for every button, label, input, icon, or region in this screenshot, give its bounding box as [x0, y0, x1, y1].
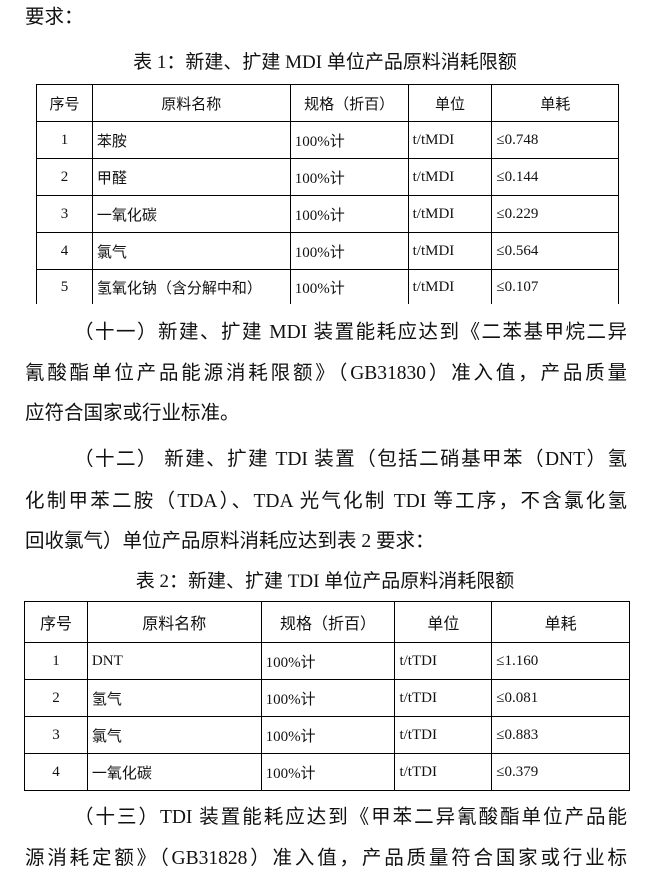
header-cell: 规格（折百） [289, 84, 409, 122]
material-cell: 一氧化碳 [86, 753, 262, 791]
table-row: 1 DNT 100%计 t/tTDI ≤1.160 [24, 642, 630, 680]
unit-cell: t/tMDI [407, 195, 493, 233]
material-cell: 甲醛 [91, 158, 291, 196]
material-cell: 氯气 [86, 716, 262, 754]
header-cell: 单耗 [491, 601, 630, 643]
consumption-cell: ≤0.081 [491, 679, 630, 717]
unit-cell: t/tMDI [407, 269, 493, 304]
consumption-cell: ≤0.883 [491, 716, 630, 754]
table1: 序号 原料名称 规格（折百） 单位 单耗 1 苯胺 100%计 t/tMDI ≤0.74… [36, 84, 619, 304]
index-cell: 1 [36, 121, 93, 159]
material-cell: 一氧化碳 [91, 195, 291, 233]
para12-line: 化制甲苯二胺（TDA）、TDA 光气化制 TDI 等工序，不含氯化氢 [25, 491, 627, 512]
material-cell: 苯胺 [91, 121, 291, 159]
header-cell: 序号 [36, 84, 93, 122]
index-cell: 3 [36, 195, 93, 233]
para13-line: （十三）TDI 装置能耗应达到《甲苯二异氰酸酯单位产品能 [74, 807, 627, 828]
para12-line: 回收氯气）单位产品原料消耗应达到表 2 要求： [25, 531, 435, 552]
material-cell: 氯气 [91, 232, 291, 270]
para11-line: 应符合国家或行业标准。 [25, 403, 240, 424]
spec-cell: 100%计 [289, 195, 409, 233]
spec-cell: 100%计 [260, 642, 396, 680]
table-row: 1 苯胺 100%计 t/tMDI ≤0.748 [36, 121, 619, 159]
para11-line: （十一）新建、扩建 MDI 装置能耗应达到《二苯基甲烷二异 [74, 322, 627, 343]
index-cell: 3 [24, 716, 88, 754]
unit-cell: t/tTDI [394, 679, 493, 717]
header-cell: 原料名称 [91, 84, 291, 122]
table1-header-row: 序号 原料名称 规格（折百） 单位 单耗 [36, 84, 619, 122]
table-row: 4 氯气 100%计 t/tMDI ≤0.564 [36, 232, 619, 270]
spec-cell: 100%计 [289, 269, 409, 304]
consumption-cell: ≤0.107 [491, 269, 619, 304]
index-cell: 4 [24, 753, 88, 791]
table-row: 4 一氧化碳 100%计 t/tTDI ≤0.379 [24, 753, 630, 791]
header-cell: 单位 [394, 601, 493, 643]
unit-cell: t/tMDI [407, 158, 493, 196]
material-cell: 氢氧化钠（含分解中和） [91, 269, 291, 304]
index-cell: 2 [24, 679, 88, 717]
header-cell: 规格（折百） [260, 601, 396, 643]
unit-cell: t/tMDI [407, 232, 493, 270]
table-row: 2 氢气 100%计 t/tTDI ≤0.081 [24, 679, 630, 717]
consumption-cell: ≤1.160 [491, 642, 630, 680]
index-cell: 1 [24, 642, 88, 680]
table2-caption: 表 2：新建、扩建 TDI 单位产品原料消耗限额 [135, 571, 515, 592]
table-row: 3 一氧化碳 100%计 t/tMDI ≤0.229 [36, 195, 619, 233]
unit-cell: t/tTDI [394, 642, 493, 680]
para12-line: （十二） 新建、扩建 TDI 装置（包括二硝基甲苯（DNT）氢 [74, 449, 627, 470]
para13-line: 源消耗定额》（GB31828）准入值，产品质量符合国家或行业标 [25, 848, 627, 869]
spec-cell: 100%计 [289, 121, 409, 159]
unit-cell: t/tTDI [394, 716, 493, 754]
consumption-cell: ≤0.748 [491, 121, 619, 159]
table-row: 5 氢氧化钠（含分解中和） 100%计 t/tMDI ≤0.107 [36, 269, 619, 304]
table1-caption: 表 1：新建、扩建 MDI 单位产品原料消耗限额 [133, 52, 517, 73]
table2-header-row: 序号 原料名称 规格（折百） 单位 单耗 [24, 601, 630, 643]
index-cell: 4 [36, 232, 93, 270]
spec-cell: 100%计 [289, 158, 409, 196]
spec-cell: 100%计 [289, 232, 409, 270]
consumption-cell: ≤0.229 [491, 195, 619, 233]
spec-cell: 100%计 [260, 679, 396, 717]
consumption-cell: ≤0.144 [491, 158, 619, 196]
spec-cell: 100%计 [260, 753, 396, 791]
unit-cell: t/tMDI [407, 121, 493, 159]
consumption-cell: ≤0.379 [491, 753, 630, 791]
table2: 序号 原料名称 规格（折百） 单位 单耗 1 DNT 100%计 t/tTDI ≤1.1… [24, 601, 630, 791]
intro-text: 要求： [25, 7, 84, 28]
table-row: 3 氯气 100%计 t/tTDI ≤0.883 [24, 716, 630, 754]
header-cell: 单位 [407, 84, 493, 122]
header-cell: 单耗 [491, 84, 619, 122]
header-cell: 原料名称 [86, 601, 262, 643]
para11-line: 氰酸酯单位产品能源消耗限额》（GB31830）准入值，产品质量 [25, 363, 627, 384]
index-cell: 2 [36, 158, 93, 196]
table1-container: 序号 原料名称 规格（折百） 单位 单耗 1 苯胺 100%计 t/tMDI ≤0.74… [0, 0, 650, 310]
header-cell: 序号 [24, 601, 88, 643]
index-cell: 5 [36, 269, 93, 304]
material-cell: DNT [86, 642, 262, 680]
table-row: 2 甲醛 100%计 t/tMDI ≤0.144 [36, 158, 619, 196]
spec-cell: 100%计 [260, 716, 396, 754]
unit-cell: t/tTDI [394, 753, 493, 791]
material-cell: 氢气 [86, 679, 262, 717]
consumption-cell: ≤0.564 [491, 232, 619, 270]
